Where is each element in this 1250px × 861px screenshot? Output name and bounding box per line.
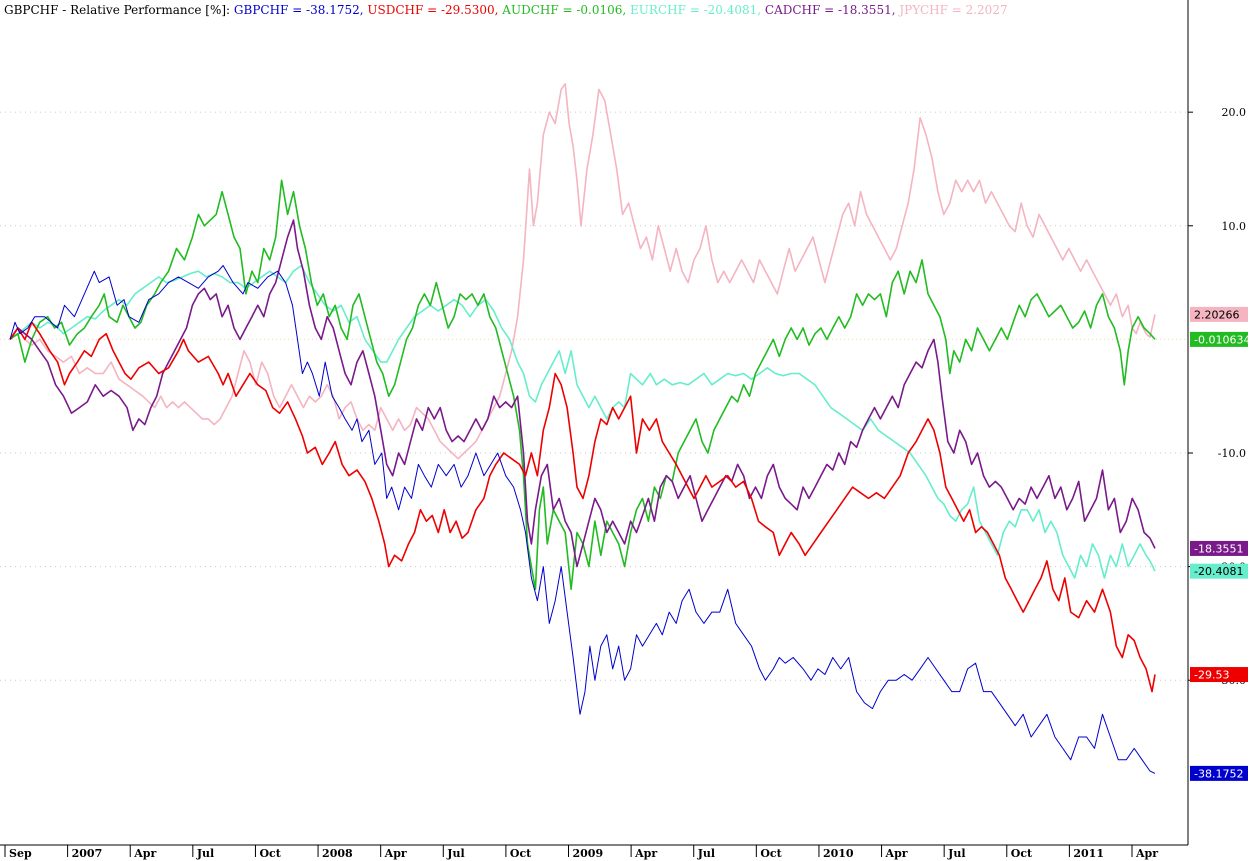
x-tick-label: 2009 — [573, 847, 604, 860]
series-line-audchf — [9, 179, 1156, 591]
legend-entry-audchf: AUDCHF = -0.0106, — [501, 3, 630, 17]
x-tick-label: Apr — [634, 847, 657, 860]
end-tag-value: -0.010634 — [1194, 333, 1250, 346]
x-tick-label: Oct — [760, 847, 782, 860]
end-tag-background — [1190, 331, 1248, 347]
end-tag-value: -18.3551 — [1194, 542, 1243, 555]
end-tag-background — [1190, 306, 1248, 322]
end-tag-cadchf: -18.3551 — [1190, 540, 1248, 556]
x-tick-label: Oct — [259, 847, 281, 860]
end-tag-jpychf: 2.20266 — [1190, 306, 1248, 322]
end-tag-background — [1190, 540, 1248, 556]
legend-entry-cadchf: CADCHF = -18.3551, — [765, 3, 899, 17]
x-tick-label: 2008 — [322, 847, 353, 860]
title-text: GBPCHF - Relative Performance [%]: — [4, 3, 234, 17]
x-tick-label: Apr — [384, 847, 407, 860]
series-line-cadchf — [9, 219, 1156, 568]
x-tick-label: Jul — [697, 847, 715, 860]
x-tick-label: Apr — [1135, 847, 1158, 860]
series-line-usdchf — [9, 321, 1156, 693]
x-tick-label: Jul — [446, 847, 464, 860]
series-line-jpychf — [9, 83, 1156, 460]
chart-title: GBPCHF - Relative Performance [%]: GBPCH… — [4, 3, 1008, 17]
end-tag-audchf: -0.010634 — [1190, 331, 1250, 347]
x-tick-label: Jul — [947, 847, 965, 860]
end-tag-usdchf: -29.53 — [1190, 667, 1248, 683]
legend: GBPCHF - Relative Performance [%]: GBPCH… — [4, 3, 1008, 17]
x-tick-label: Oct — [1011, 847, 1033, 860]
series-layer — [9, 83, 1156, 774]
end-tag-value: -38.1752 — [1194, 767, 1243, 780]
end-tag-background — [1190, 667, 1248, 683]
y-tick-label: -10.0 — [1218, 447, 1246, 460]
x-tick-label: Jul — [196, 847, 214, 860]
gridlines — [0, 111, 1188, 681]
legend-entry-jpychf: JPYCHF = 2.2027 — [897, 3, 1007, 17]
x-tick-label: Sep — [9, 847, 32, 860]
x-tick-label: 2007 — [72, 847, 103, 860]
legend-entry-gbpchf: GBPCHF = -38.1752, — [234, 3, 367, 17]
series-line-gbpchf — [9, 265, 1156, 774]
x-tick-label: Oct — [510, 847, 532, 860]
end-tag-eurchf: -20.4081 — [1190, 563, 1248, 579]
series-line-eurchf — [9, 264, 1156, 579]
x-tick-label: 2010 — [823, 847, 854, 860]
x-tick-label: Apr — [885, 847, 908, 860]
end-tag-value: -20.4081 — [1194, 565, 1243, 578]
y-tick-label: 20.0 — [1222, 106, 1247, 119]
end-tag-background — [1190, 765, 1248, 781]
x-tick-label: Apr — [133, 847, 156, 860]
end-tag-background — [1190, 563, 1248, 579]
x-tick-label: 2011 — [1073, 847, 1104, 860]
end-tag-value: 2.20266 — [1194, 308, 1240, 321]
end-tag-value: -29.53 — [1194, 669, 1229, 682]
legend-entry-usdchf: USDCHF = -29.5300, — [367, 3, 502, 17]
end-tag-gbpchf: -38.1752 — [1190, 765, 1248, 781]
end-value-tags: -38.1752 -29.53 -0.010634 -20.4081 -18.3551 2… — [1190, 306, 1250, 781]
y-tick-label: 10.0 — [1222, 220, 1247, 233]
legend-entry-eurchf: EURCHF = -20.4081, — [630, 3, 765, 17]
